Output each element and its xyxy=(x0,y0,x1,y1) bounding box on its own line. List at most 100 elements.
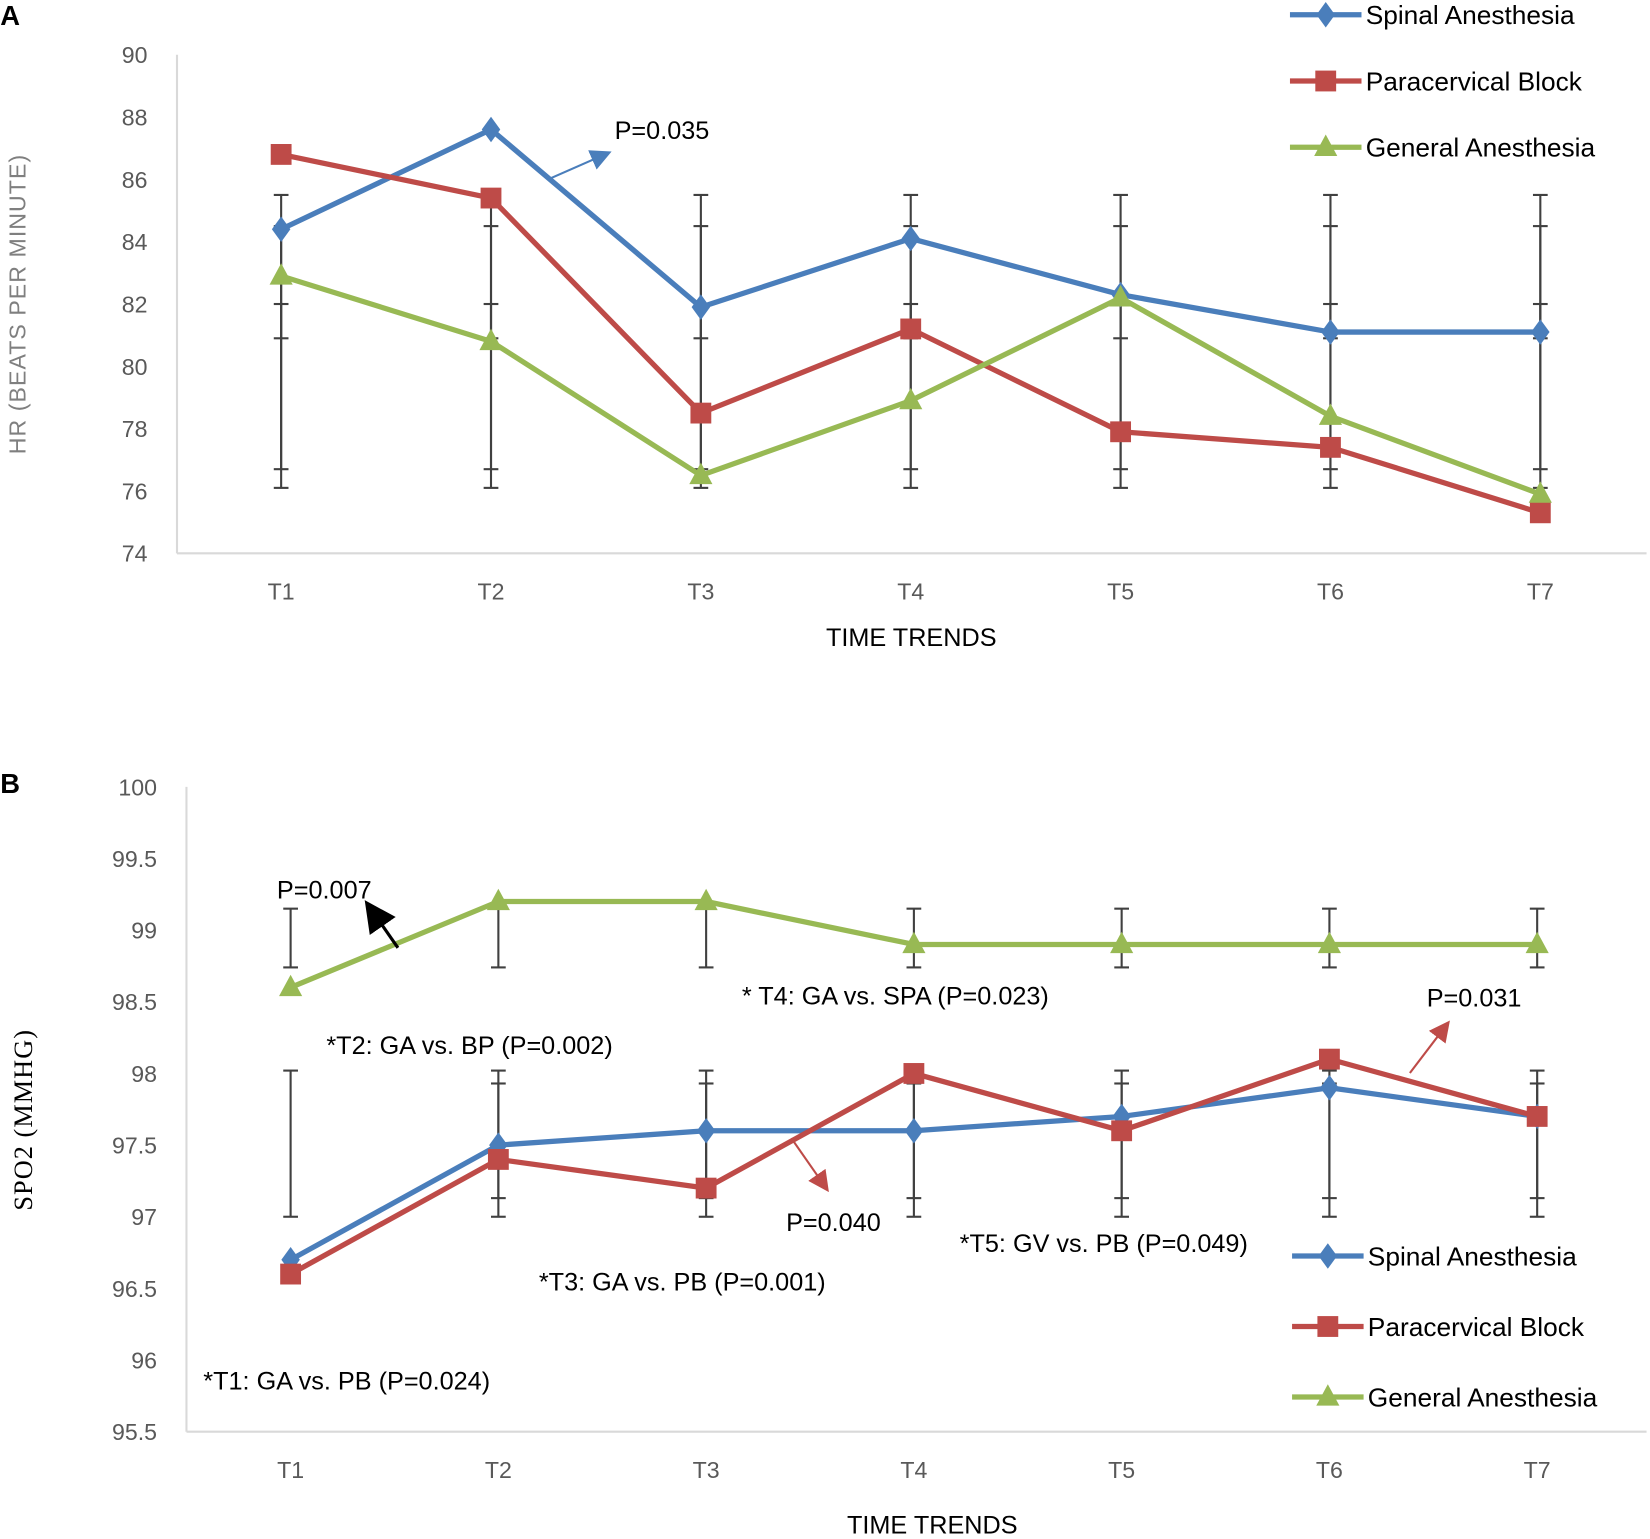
data-point-diamond xyxy=(1321,319,1340,345)
data-point-square xyxy=(1111,1120,1133,1142)
annotation: P=0.040 xyxy=(786,1209,881,1237)
chart-spo2: B 95.5 96 96.5 97 97.5 98 98.5 99 99.5 100 T1 T2 T3 T4… xyxy=(0,768,1647,1539)
legend-label: General Anesthesia xyxy=(1366,133,1596,163)
data-point-triangle xyxy=(1317,931,1341,954)
data-point-square xyxy=(1318,1048,1340,1070)
y-tick-label: 86 xyxy=(122,167,148,193)
legend-label: General Anesthesia xyxy=(1368,1382,1598,1412)
annotation-arrow xyxy=(364,900,400,949)
annotation-arrow xyxy=(1409,1020,1450,1074)
x-tick-label: T7 xyxy=(1527,579,1554,605)
data-point-diamond xyxy=(901,225,920,252)
annotation: P=0.031 xyxy=(1427,985,1522,1013)
data-point-triangle xyxy=(1314,134,1338,156)
annotation: * T4: GA vs. SPA (P=0.023) xyxy=(742,983,1049,1011)
y-tick-label: 95.5 xyxy=(112,1419,157,1445)
panel-label: A xyxy=(0,0,20,31)
data-point-diamond xyxy=(691,294,711,320)
x-tick-label: T6 xyxy=(1316,1457,1343,1483)
legend-label: Paracervical Block xyxy=(1366,66,1583,96)
y-tick-label: 97.5 xyxy=(112,1133,157,1159)
data-point-triangle xyxy=(479,328,503,351)
x-tick-label: T3 xyxy=(687,579,714,605)
x-tick-label: T1 xyxy=(268,579,295,605)
data-point-triangle xyxy=(1110,931,1134,954)
y-tick-label: 100 xyxy=(118,774,157,800)
y-tick-label: 76 xyxy=(122,478,148,504)
data-point-square xyxy=(1317,1316,1339,1337)
x-axis-title: TIME TRENDS xyxy=(847,1512,1018,1539)
annotation: P=0.035 xyxy=(615,117,710,145)
data-point-diamond xyxy=(1316,1,1335,28)
data-point-diamond xyxy=(481,116,501,143)
data-point-diamond xyxy=(696,1118,716,1144)
annotation-arrow xyxy=(548,150,612,180)
data-point-square xyxy=(487,1149,509,1170)
y-tick-label: 96.5 xyxy=(112,1276,157,1302)
data-point-diamond xyxy=(1531,319,1550,345)
y-tick-label: 82 xyxy=(122,291,148,317)
y-axis-title: SPO2 (MMHG) xyxy=(9,1029,38,1211)
x-tick-label: T3 xyxy=(693,1457,720,1483)
x-tick-label: T1 xyxy=(277,1457,304,1483)
y-tick-label: 99 xyxy=(131,918,157,944)
data-point-square xyxy=(1320,436,1341,458)
data-point-diamond xyxy=(271,216,291,242)
legend-label: Spinal Anesthesia xyxy=(1366,0,1575,30)
panel-label: B xyxy=(0,768,20,799)
x-tick-label: T2 xyxy=(478,579,505,605)
annotation: P=0.007 xyxy=(277,876,372,904)
x-tick-label: T4 xyxy=(897,579,924,605)
y-tick-label: 98.5 xyxy=(112,989,157,1015)
annotation: *T1: GA vs. PB (P=0.024) xyxy=(203,1368,490,1396)
data-point-triangle xyxy=(1316,1384,1340,1406)
x-tick-label: T5 xyxy=(1107,579,1134,605)
annotation: *T2: GA vs. BP (P=0.002) xyxy=(326,1032,612,1060)
data-point-square xyxy=(695,1177,717,1199)
data-point-triangle xyxy=(1525,931,1549,954)
data-point-diamond xyxy=(1320,1075,1339,1101)
annotation: *T5: GV vs. PB (P=0.049) xyxy=(960,1230,1248,1258)
x-tick-label: T5 xyxy=(1108,1457,1135,1483)
data-point-triangle xyxy=(269,263,293,285)
y-tick-label: 88 xyxy=(122,104,148,130)
y-tick-label: 90 xyxy=(122,42,148,68)
y-tick-label: 78 xyxy=(122,416,148,442)
y-axis-title: HR (BEATS PER MINUTE) xyxy=(5,154,31,454)
data-point-triangle xyxy=(902,931,926,954)
annotation: *T3: GA vs. PB (P=0.001) xyxy=(539,1269,826,1297)
data-point-triangle xyxy=(1109,285,1133,307)
data-point-triangle xyxy=(486,888,510,911)
x-tick-label: T7 xyxy=(1524,1457,1551,1483)
y-tick-label: 84 xyxy=(122,229,148,255)
y-tick-label: 80 xyxy=(122,354,148,380)
data-point-triangle xyxy=(1528,481,1552,503)
chart-hr: A 74 76 78 80 82 84 86 88 90 T1 T2 T3 T4 T5 T6 T7 TIME TR… xyxy=(0,0,1647,652)
x-tick-label: T4 xyxy=(900,1457,927,1483)
legend-label: Spinal Anesthesia xyxy=(1368,1241,1577,1271)
annotation-arrow xyxy=(790,1137,829,1193)
data-point-square xyxy=(280,1263,302,1285)
y-tick-label: 74 xyxy=(122,541,148,567)
x-tick-label: T6 xyxy=(1317,579,1344,605)
data-point-square xyxy=(690,402,712,424)
data-point-square xyxy=(900,318,922,340)
y-tick-label: 97 xyxy=(131,1204,157,1230)
data-point-triangle xyxy=(279,974,303,997)
data-point-square xyxy=(270,144,292,165)
y-tick-label: 98 xyxy=(131,1061,157,1087)
data-point-triangle xyxy=(694,888,718,911)
data-point-square xyxy=(1526,1106,1548,1127)
x-axis-title: TIME TRENDS xyxy=(826,624,997,652)
data-point-triangle xyxy=(1318,403,1343,425)
data-point-diamond xyxy=(281,1247,300,1273)
legend-label: Paracervical Block xyxy=(1368,1312,1585,1342)
x-tick-label: T2 xyxy=(485,1457,512,1483)
y-tick-label: 99.5 xyxy=(112,846,157,872)
data-point-square xyxy=(480,187,502,209)
data-point-diamond xyxy=(904,1118,924,1144)
data-point-diamond xyxy=(1318,1243,1338,1269)
data-point-triangle xyxy=(899,387,923,410)
data-point-square xyxy=(1110,421,1132,443)
